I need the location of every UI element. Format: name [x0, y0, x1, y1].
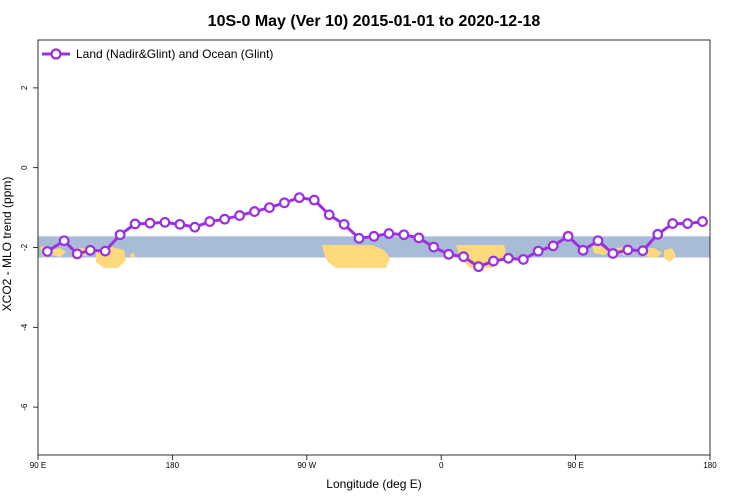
data-point	[204, 216, 216, 227]
data-point	[189, 221, 201, 233]
x-tick-label: 0	[439, 461, 444, 470]
x-tick-label: 180	[703, 461, 717, 470]
x-axis: 90 E 180 90 W 0 90 E 180	[30, 455, 717, 470]
data-point	[667, 218, 679, 229]
data-point	[562, 230, 574, 242]
y-tick-label: -6	[20, 403, 29, 411]
data-point	[249, 206, 260, 217]
data-point	[413, 232, 425, 244]
data-point	[428, 241, 440, 253]
series-group	[41, 192, 708, 273]
data-point	[503, 252, 514, 264]
data-point	[622, 244, 634, 256]
data-point	[637, 245, 649, 257]
legend-marker	[50, 48, 62, 60]
y-axis-label: XCO2 - MLO trend (ppm)	[0, 177, 14, 312]
data-point	[159, 216, 171, 228]
data-point	[682, 218, 693, 229]
x-tick-label: 180	[166, 461, 180, 470]
data-point	[368, 230, 380, 242]
y-tick-label: -4	[20, 323, 29, 331]
data-point	[129, 218, 141, 230]
data-point	[293, 192, 305, 204]
data-point	[234, 210, 246, 221]
legend: Land (Nadir&Glint) and Ocean (Glint)	[42, 47, 273, 61]
land-australia-east	[664, 248, 676, 262]
data-point	[323, 209, 335, 221]
data-point	[219, 213, 231, 225]
data-point	[41, 246, 53, 257]
data-point	[114, 229, 126, 241]
data-point	[383, 228, 395, 239]
legend-label: Land (Nadir&Glint) and Ocean (Glint)	[76, 47, 273, 61]
data-point	[174, 218, 186, 230]
data-point	[71, 248, 83, 260]
y-tick-label: 0	[20, 165, 29, 170]
data-point	[58, 235, 70, 247]
data-point	[607, 248, 619, 259]
data-point	[458, 251, 470, 263]
land-islands-pacific	[130, 253, 135, 258]
data-point	[264, 202, 275, 213]
y-tick-label: -2	[20, 243, 29, 251]
data-point	[577, 244, 589, 256]
data-point	[84, 244, 96, 256]
x-tick-label: 90 E	[567, 461, 583, 470]
x-axis-label: Longitude (deg E)	[326, 477, 421, 491]
chart-title: 10S-0 May (Ver 10) 2015-01-01 to 2020-12…	[208, 13, 541, 30]
data-point	[338, 218, 350, 230]
y-axis: 2 0 -2 -4 -6	[20, 85, 38, 411]
data-point	[398, 229, 410, 241]
x-tick-label: 90 E	[30, 461, 46, 470]
x-tick-label: 90 W	[297, 461, 316, 470]
data-point	[99, 245, 111, 257]
data-point	[473, 261, 484, 273]
y-tick-label: 2	[20, 85, 29, 90]
data-point	[697, 216, 708, 227]
data-point	[144, 217, 156, 229]
data-point	[592, 235, 604, 247]
data-point	[652, 228, 664, 240]
data-point	[443, 248, 455, 260]
data-point	[353, 232, 365, 244]
data-point	[547, 240, 559, 252]
land-south-america	[322, 245, 390, 268]
data-point	[517, 254, 529, 265]
data-point	[279, 197, 290, 209]
data-point	[308, 194, 320, 206]
data-point	[488, 255, 499, 267]
data-point	[532, 245, 544, 257]
